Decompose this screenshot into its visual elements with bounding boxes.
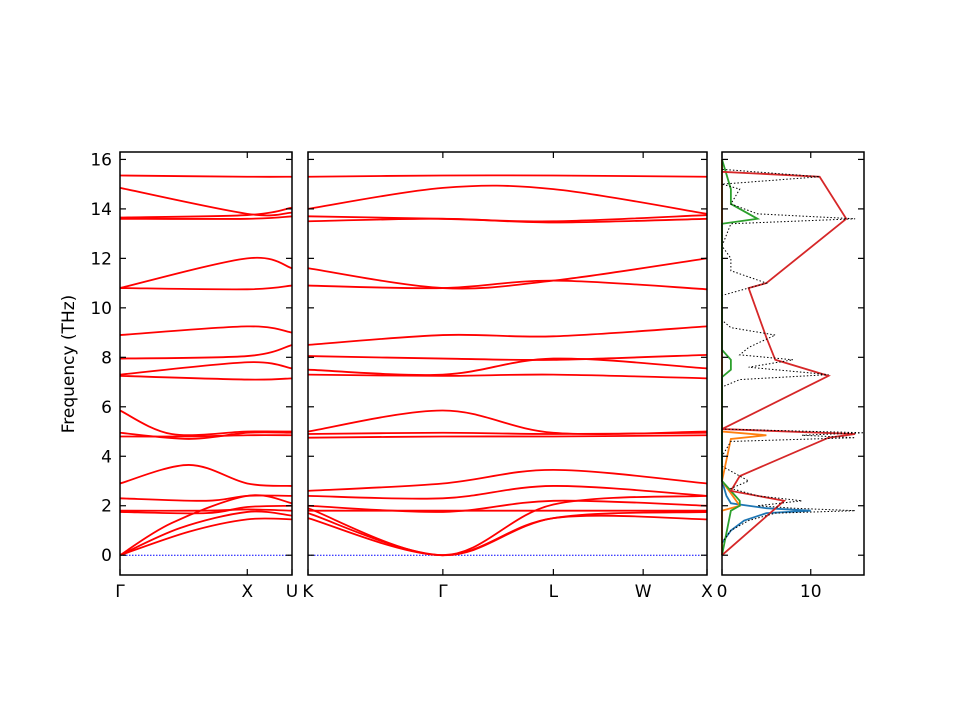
y-tick-label: 14 xyxy=(90,200,112,220)
band-line xyxy=(119,508,293,512)
band-line xyxy=(307,434,708,439)
band-line xyxy=(307,325,708,346)
x-tick-label: Γ xyxy=(115,582,125,602)
band-line xyxy=(119,431,293,440)
band-line xyxy=(307,494,708,557)
x-tick-label: K xyxy=(302,582,314,602)
band-line xyxy=(119,186,293,217)
y-tick-label: 10 xyxy=(90,299,112,319)
band-line xyxy=(119,504,293,515)
band-line xyxy=(307,499,708,513)
band-line xyxy=(119,510,293,557)
band-line xyxy=(119,374,293,381)
band-line xyxy=(119,284,293,291)
band-line xyxy=(119,409,293,437)
y-tick-label: 4 xyxy=(101,447,112,467)
band-line xyxy=(119,494,293,502)
band-line xyxy=(119,464,293,487)
band-line xyxy=(307,373,708,380)
band-line xyxy=(307,357,708,376)
x-tick-label: L xyxy=(549,582,559,602)
band-line xyxy=(307,174,708,178)
band-line xyxy=(119,325,293,336)
band-line xyxy=(307,214,708,223)
x-tick-label: 0 xyxy=(717,582,728,602)
x-tick-label: U xyxy=(286,582,298,602)
band-line xyxy=(119,517,293,557)
y-tick-label: 6 xyxy=(101,398,112,418)
dos-total-line xyxy=(721,168,865,544)
band-line xyxy=(307,279,708,291)
dos-partial-line xyxy=(721,170,856,556)
y-tick-label: 16 xyxy=(90,150,112,170)
band-line xyxy=(119,215,293,220)
band-line xyxy=(307,485,708,500)
dos-partial-line xyxy=(721,159,761,556)
y-tick-label: 8 xyxy=(101,348,112,368)
x-tick-label: 10 xyxy=(800,582,822,602)
x-tick-label: X xyxy=(701,582,713,602)
panel-frame xyxy=(119,151,293,576)
band-line xyxy=(307,353,708,361)
band-line xyxy=(307,468,708,492)
x-tick-label: W xyxy=(635,582,652,602)
band-line xyxy=(119,344,293,360)
band-panel-left: Γ X U 0 2 4 6 8 10 12 14 16 xyxy=(90,150,298,602)
band-line xyxy=(119,361,293,376)
dos-partial-line xyxy=(721,159,811,544)
band-line xyxy=(307,184,708,215)
band-line xyxy=(119,174,293,178)
band-line xyxy=(119,206,293,219)
band-line xyxy=(307,409,708,435)
y-axis-label: Frequency (THz) xyxy=(59,295,79,434)
x-tick-label: Γ xyxy=(438,582,448,602)
band-line xyxy=(119,256,293,289)
band-line xyxy=(307,511,708,557)
y-tick-label: 12 xyxy=(90,249,112,269)
panel-frame xyxy=(307,151,708,576)
dos-panel: 0 10 xyxy=(717,151,865,602)
band-line xyxy=(119,494,293,556)
x-tick-label: X xyxy=(241,582,253,602)
y-tick-label: 2 xyxy=(101,497,112,517)
y-tick-label: 0 xyxy=(101,546,112,566)
panel-frame xyxy=(721,151,865,576)
band-line xyxy=(307,257,708,290)
